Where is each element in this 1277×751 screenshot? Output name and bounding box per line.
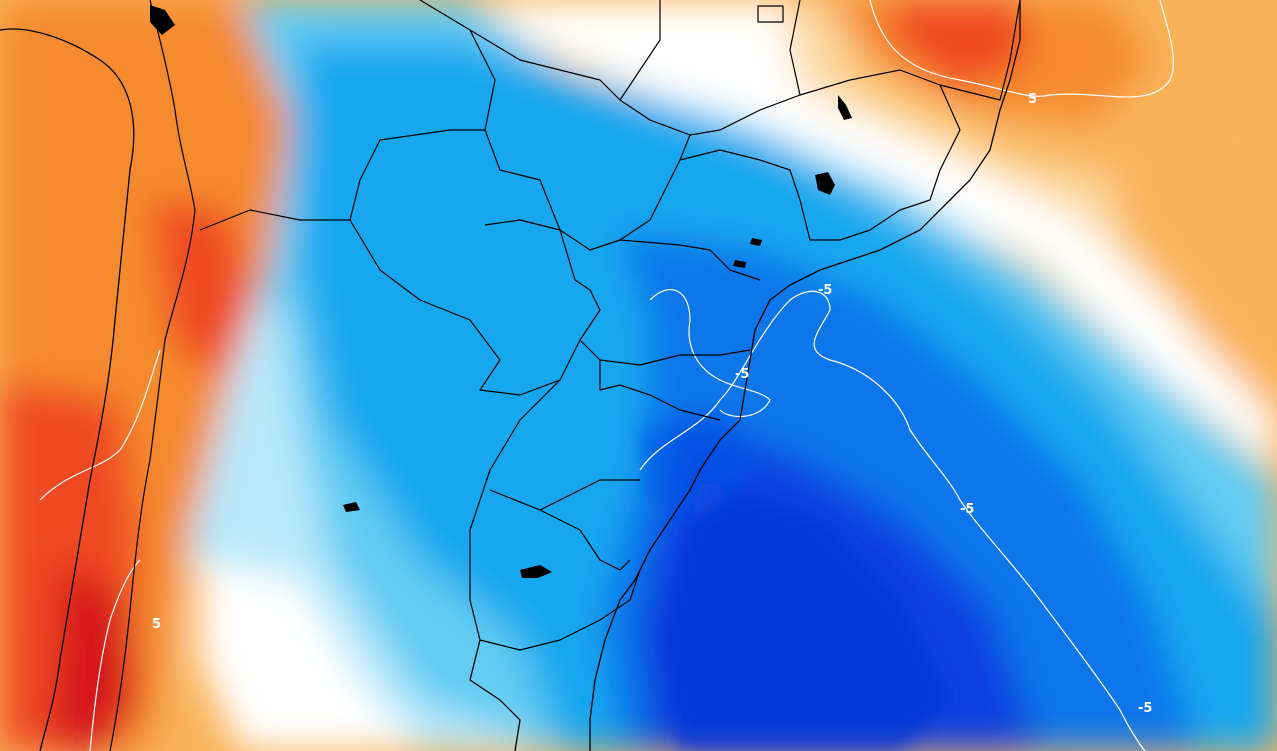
field-blue-coast-core [640,410,760,520]
field-red-ne [880,0,1030,90]
lake-5 [520,565,552,578]
border-brazil-north [469,0,801,136]
label-se: -5 [1138,701,1152,716]
south-coastline [469,639,521,751]
label-andes: 5 [152,617,161,632]
label-inland: -5 [735,367,749,382]
small-boundary-box [757,5,784,23]
lake-4 [733,260,746,268]
isoline-inland [649,289,771,418]
field-red-andes [150,200,250,380]
lake-2 [815,172,835,195]
border-bolivia [199,0,496,231]
field-white-sw [200,560,420,751]
borders [0,0,1021,751]
border-brazil-states-4 [869,84,961,231]
lake-1 [838,95,852,120]
lake-6 [343,502,360,512]
field-deep-red-sw [50,560,140,751]
west-coastline [0,28,135,751]
lake-7 [150,5,175,35]
label-ne: 5 [1028,92,1037,107]
field-deep-blue-core [660,480,950,751]
isolines [39,0,1174,751]
border-brazil-states-3 [619,0,1021,101]
east-coastline [589,0,1021,751]
label-coast: -5 [818,283,832,298]
lakes [150,5,852,578]
color-field-detail [640,410,950,751]
lake-3 [750,238,762,246]
isoline-ne [869,0,1174,98]
border-uruguay [489,479,640,571]
border-brazil-states-2 [619,134,871,241]
isoline-andes [39,349,161,751]
isoline-ocean-west [639,290,1146,751]
field-white-band [480,0,1277,470]
label-ocean: -5 [960,502,974,517]
field-orange-east [1100,100,1277,420]
border-brazil-states-1 [484,129,761,281]
border-chile-argentina [109,0,196,751]
border-south-brazil [579,339,751,421]
contour-labels: 5 -5 -5 -5 -5 5 [152,92,1152,716]
